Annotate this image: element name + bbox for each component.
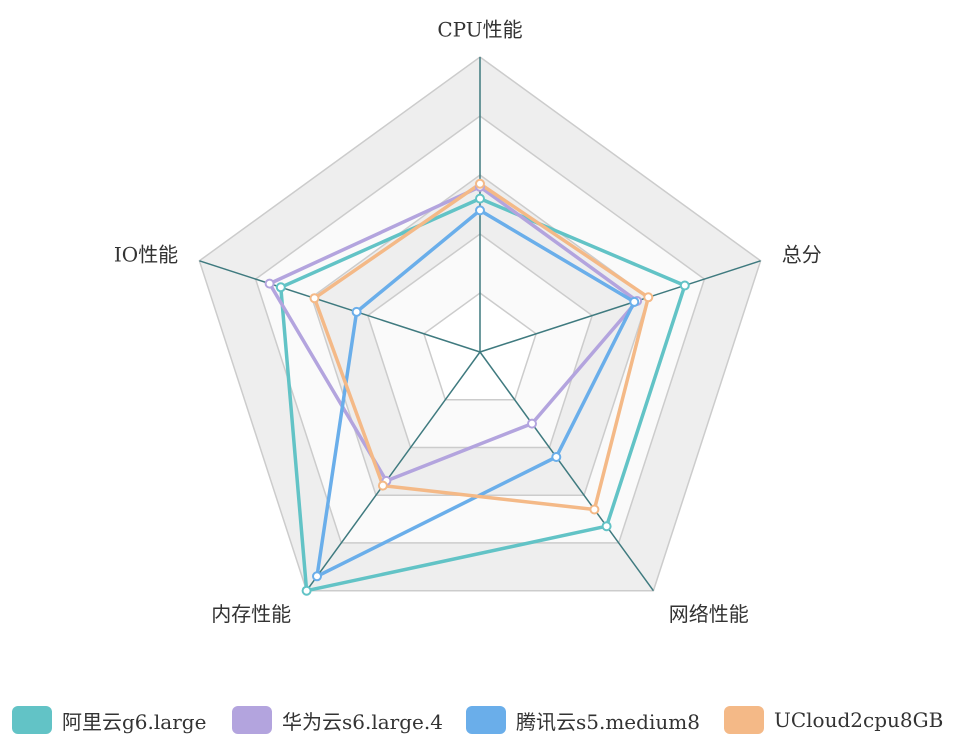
split-line-1 [423,292,537,401]
split-line-4 [254,115,706,544]
legend-item-huawei[interactable]: 华为云s6.large.4 [232,704,443,736]
legend-swatch-ucloud [724,706,764,734]
legend-swatch-tencent [466,706,506,734]
data-point-ucloud-1[interactable] [643,292,654,303]
data-point-huawei-2[interactable] [527,418,537,429]
split-line-2 [366,233,594,449]
axis-line-4 [199,260,481,353]
legend-label-ucloud: UCloud2cpu8GB [774,708,944,732]
data-point-aliyun-2[interactable] [601,521,612,532]
axis-label-4: IO性能 [114,242,178,266]
data-point-tencent-4[interactable] [351,306,362,317]
legend-swatch-aliyun [12,706,52,734]
series-line-huawei[interactable] [267,185,639,483]
legend-label-huawei: 华为云s6.large.4 [282,709,443,734]
legend-label-aliyun: 阿里云g6.large [62,709,207,734]
series-line-ucloud[interactable] [312,182,651,512]
axis-label-0: CPU性能 [437,18,522,42]
data-point-ucloud-2[interactable] [589,504,600,515]
legend-swatch-huawei [232,706,272,734]
axis-label-2: 网络性能 [669,602,749,626]
legend-item-ucloud[interactable]: UCloud2cpu8GB [724,704,943,736]
data-point-tencent-2[interactable] [551,452,562,462]
axis-line-3 [305,351,481,592]
data-point-tencent-1[interactable] [629,296,640,307]
axis-line-1 [479,260,761,353]
axis-label-3: 内存性能 [211,602,291,626]
data-point-ucloud-3[interactable] [377,480,388,491]
data-point-tencent-0[interactable] [475,205,485,216]
data-point-aliyun-3[interactable] [301,585,312,596]
data-point-aliyun-4[interactable] [275,282,286,293]
legend-item-tencent[interactable]: 腾讯云s5.medium8 [466,704,700,736]
data-point-ucloud-0[interactable] [475,178,485,189]
series-line-aliyun[interactable] [279,196,687,593]
legend-item-aliyun[interactable]: 阿里云g6.large [12,704,206,736]
split-line-5 [198,56,762,592]
axis-line-2 [479,351,655,592]
data-point-ucloud-4[interactable] [309,293,320,304]
data-point-aliyun-0[interactable] [475,193,485,204]
legend-label-tencent: 腾讯云s5.medium8 [516,709,700,734]
data-point-aliyun-1[interactable] [679,280,690,291]
legend: 阿里云g6.large 华为云s6.large.4 腾讯云s5.medium8 … [0,704,962,736]
data-point-tencent-3[interactable] [312,571,322,582]
axis-label-1: 总分 [782,242,822,266]
series-line-tencent[interactable] [315,208,637,579]
data-point-huawei-4[interactable] [264,278,275,289]
